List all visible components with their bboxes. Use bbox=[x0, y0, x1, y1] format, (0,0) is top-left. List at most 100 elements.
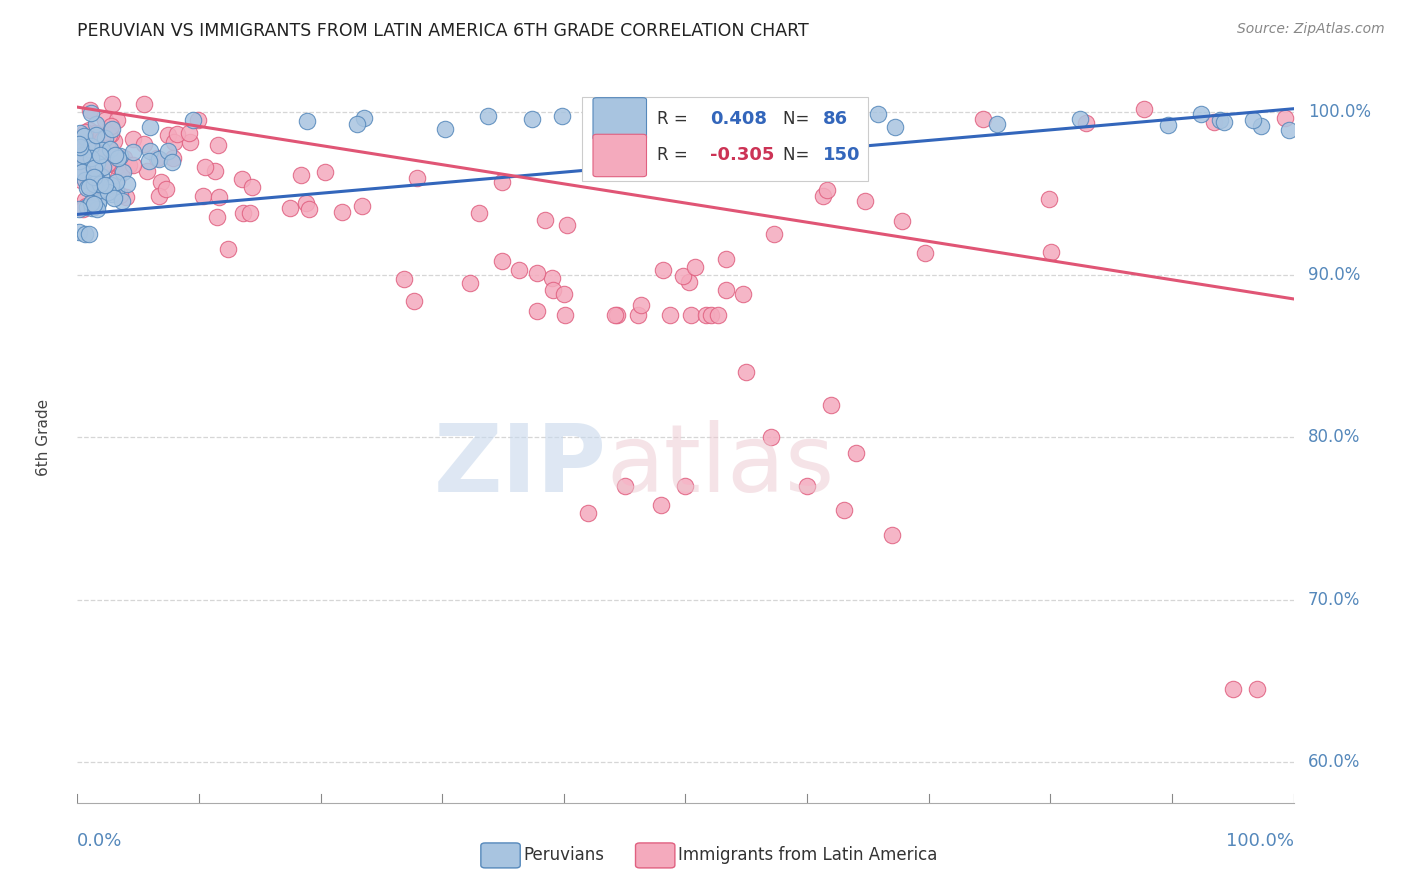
Point bbox=[100, 178, 122, 192]
Point bbox=[90, 169, 112, 184]
Point bbox=[695, 308, 717, 322]
Point bbox=[491, 176, 513, 190]
Point bbox=[97, 141, 120, 155]
Text: 86: 86 bbox=[823, 110, 848, 128]
Point bbox=[353, 111, 375, 125]
Point bbox=[70, 144, 93, 158]
Point bbox=[149, 175, 172, 189]
Point bbox=[67, 164, 90, 178]
Text: Immigrants from Latin America: Immigrants from Latin America bbox=[678, 847, 936, 864]
Text: 0.408: 0.408 bbox=[710, 110, 766, 128]
Point bbox=[83, 161, 105, 175]
Point bbox=[69, 140, 91, 154]
Point bbox=[204, 163, 226, 178]
Point bbox=[735, 365, 758, 379]
Point bbox=[83, 177, 105, 191]
Text: N=: N= bbox=[783, 110, 814, 128]
Text: ZIP: ZIP bbox=[433, 420, 606, 512]
Point bbox=[714, 252, 737, 266]
Point bbox=[986, 117, 1008, 131]
Point bbox=[813, 103, 835, 118]
Point bbox=[75, 199, 97, 213]
Point bbox=[121, 145, 143, 160]
Point bbox=[522, 112, 544, 127]
Point bbox=[67, 225, 90, 239]
Point bbox=[148, 188, 170, 202]
Point bbox=[681, 308, 703, 322]
Text: 90.0%: 90.0% bbox=[1308, 266, 1361, 284]
Point bbox=[458, 276, 481, 290]
Text: 100.0%: 100.0% bbox=[1308, 103, 1371, 121]
Point bbox=[1038, 192, 1060, 206]
Point bbox=[93, 178, 115, 193]
Point bbox=[73, 154, 96, 169]
Point bbox=[100, 119, 122, 133]
Point bbox=[87, 195, 110, 210]
Point bbox=[105, 159, 128, 173]
Point bbox=[73, 145, 96, 160]
Point bbox=[526, 304, 548, 318]
Point bbox=[91, 155, 114, 169]
Point bbox=[67, 161, 90, 176]
Text: atlas: atlas bbox=[606, 420, 835, 512]
Point bbox=[70, 164, 93, 178]
Point bbox=[89, 143, 111, 157]
Point bbox=[83, 197, 105, 211]
Point bbox=[83, 173, 105, 187]
Point bbox=[80, 145, 103, 159]
Point bbox=[67, 137, 90, 152]
Point bbox=[72, 202, 94, 217]
Point bbox=[84, 117, 107, 131]
Point bbox=[551, 109, 574, 123]
Point bbox=[80, 201, 103, 215]
Point bbox=[67, 166, 90, 180]
Point bbox=[139, 144, 162, 158]
Point bbox=[278, 201, 301, 215]
Point bbox=[1069, 112, 1091, 126]
Point bbox=[217, 242, 239, 256]
Point bbox=[69, 163, 91, 178]
Point bbox=[83, 193, 105, 207]
Point bbox=[714, 283, 737, 297]
Point bbox=[73, 153, 96, 167]
Point bbox=[118, 158, 141, 172]
Point bbox=[80, 196, 103, 211]
Point bbox=[845, 446, 868, 460]
Point bbox=[346, 117, 368, 131]
Text: 100.0%: 100.0% bbox=[1226, 832, 1294, 850]
Point bbox=[508, 263, 530, 277]
Point bbox=[815, 183, 838, 197]
Point bbox=[207, 137, 229, 152]
Text: -0.305: -0.305 bbox=[710, 146, 775, 164]
Point bbox=[1278, 122, 1301, 136]
Point bbox=[136, 164, 159, 178]
Point bbox=[627, 308, 650, 322]
Point bbox=[75, 173, 97, 187]
Point bbox=[69, 154, 91, 169]
Point bbox=[763, 227, 786, 242]
Point bbox=[179, 135, 201, 149]
Point bbox=[972, 112, 994, 126]
Text: 6th Grade: 6th Grade bbox=[35, 399, 51, 475]
Point bbox=[86, 202, 108, 217]
Point bbox=[83, 126, 105, 140]
Point bbox=[67, 136, 90, 151]
Point bbox=[148, 152, 170, 166]
Point bbox=[111, 194, 134, 209]
Point bbox=[468, 206, 491, 220]
Point bbox=[108, 187, 131, 202]
Point bbox=[77, 123, 100, 137]
Point bbox=[605, 308, 627, 322]
Point bbox=[1246, 681, 1268, 696]
Point bbox=[112, 165, 135, 179]
Point bbox=[90, 144, 112, 158]
Point bbox=[813, 189, 835, 203]
Point bbox=[84, 172, 107, 186]
Point bbox=[194, 161, 217, 175]
Point bbox=[73, 128, 96, 142]
Point bbox=[541, 283, 564, 297]
Point bbox=[1241, 113, 1264, 128]
Point bbox=[107, 169, 129, 184]
Point bbox=[138, 153, 160, 168]
Point bbox=[162, 135, 184, 149]
